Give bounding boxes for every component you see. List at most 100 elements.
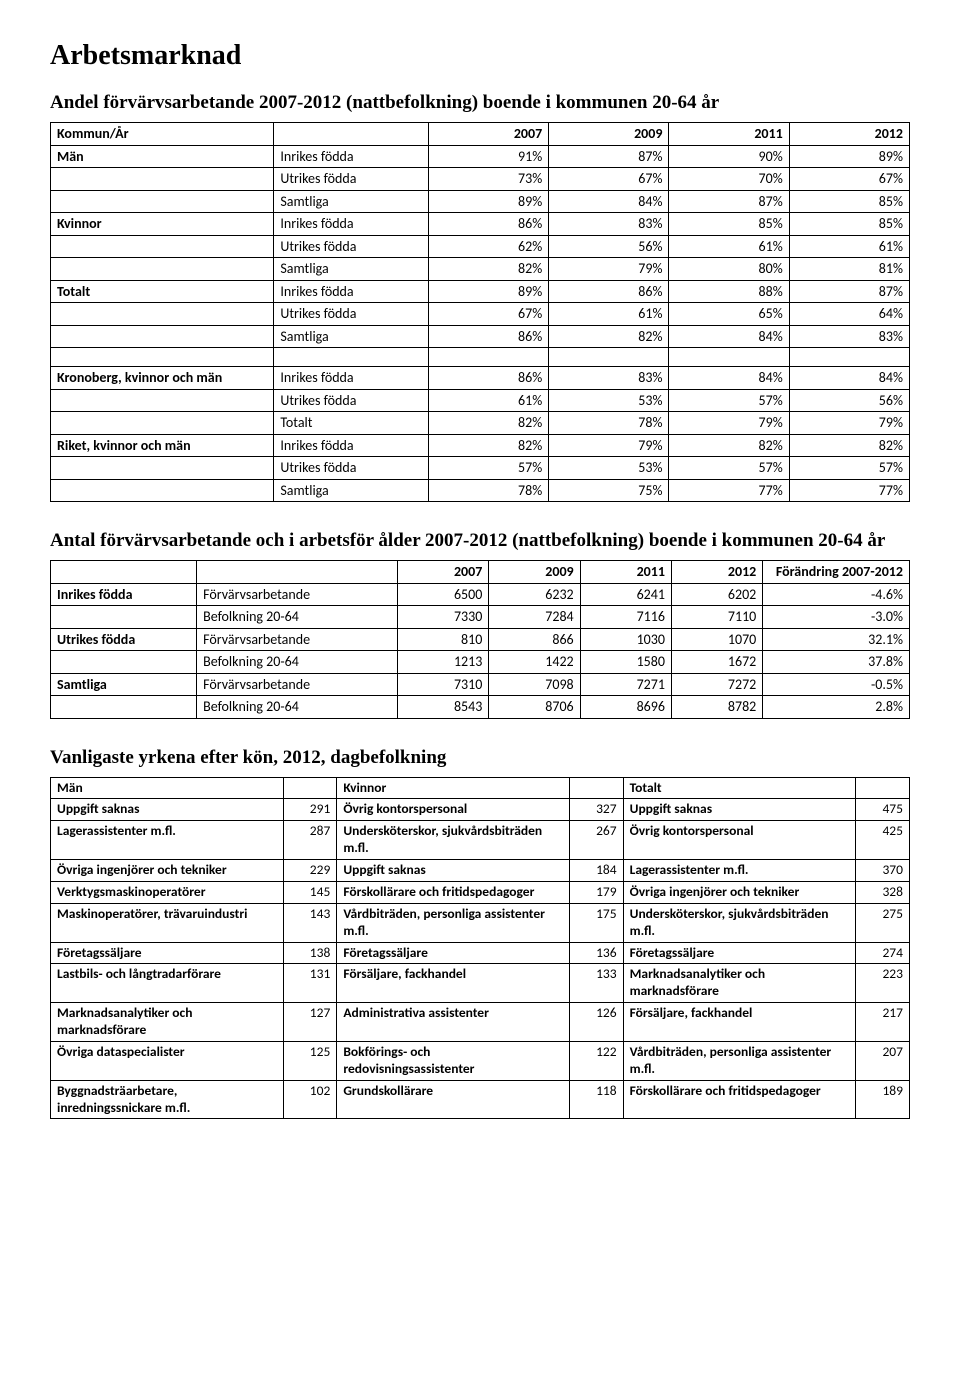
table-cell: 6232 (489, 583, 580, 606)
table-cell: 56% (549, 235, 669, 258)
table-cell: 229 (283, 860, 337, 882)
table-cell: Verktygsmaskinoperatörer (51, 881, 284, 903)
table-row: Kronoberg, kvinnor och mänInrikes födda8… (51, 367, 910, 390)
table-cell: 136 (569, 942, 623, 964)
table-cell: 207 (856, 1041, 910, 1080)
table-cell: 122 (569, 1041, 623, 1080)
table-cell: 179 (569, 881, 623, 903)
table-header-cell: 2011 (580, 561, 671, 584)
table-cell: 77% (789, 479, 909, 502)
table-cell: Övrig kontorspersonal (623, 821, 856, 860)
table-row: Befolkning 20-64121314221580167237.8% (51, 651, 910, 674)
table-cell: 2.8% (763, 696, 910, 719)
table-row: Utrikes födda61%53%57%56% (51, 389, 910, 412)
section-heading-1: Andel förvärvsarbetande 2007-2012 (nattb… (50, 92, 910, 114)
table-cell: 7272 (671, 673, 762, 696)
table-cell: 1422 (489, 651, 580, 674)
table-cell: Inrikes födda (51, 583, 197, 606)
table-cell: 82% (428, 258, 548, 281)
table-cell: 87% (789, 280, 909, 303)
table-cell: Lagerassistenter m.fl. (623, 860, 856, 882)
table-cell: 291 (283, 799, 337, 821)
table-cell: Totalt (274, 412, 429, 435)
table-cell: 82% (428, 434, 548, 457)
table-cell: Lastbils- och långtradarförare (51, 964, 284, 1003)
table-cell: 1030 (580, 628, 671, 651)
table-cell: 328 (856, 881, 910, 903)
table-cell: 91% (428, 145, 548, 168)
table-cell: 75% (549, 479, 669, 502)
table-cell: 53% (549, 389, 669, 412)
table-row: Företagssäljare138Företagssäljare136Före… (51, 942, 910, 964)
table-body: MänInrikes födda91%87%90%89%Utrikes född… (51, 145, 910, 502)
table-row: Samtliga78%75%77%77% (51, 479, 910, 502)
table-cell: Förvärvsarbetande (197, 628, 398, 651)
table-yrken: MänKvinnorTotalt Uppgift saknas291Övrig … (50, 777, 910, 1120)
table-cell: 37.8% (763, 651, 910, 674)
table-cell: 79% (549, 434, 669, 457)
table-cell: 83% (549, 213, 669, 236)
table-cell: 84% (669, 367, 789, 390)
table-cell: 102 (283, 1080, 337, 1119)
table-cell: Byggnadsträarbetare, inredningssnickare … (51, 1080, 284, 1119)
table-cell (51, 479, 274, 502)
table-cell: Företagssäljare (51, 942, 284, 964)
table-header-cell: Förändring 2007-2012 (763, 561, 910, 584)
table-cell: 8706 (489, 696, 580, 719)
table-cell: Kvinnor (51, 213, 274, 236)
table-cell: 88% (669, 280, 789, 303)
table-cell: 810 (398, 628, 489, 651)
table-cell: 79% (669, 412, 789, 435)
table-cell: Uppgift saknas (623, 799, 856, 821)
table-cell (51, 348, 274, 367)
table-cell: Samtliga (274, 190, 429, 213)
table-cell: 127 (283, 1003, 337, 1042)
table-cell: 8782 (671, 696, 762, 719)
table-header-cell (283, 777, 337, 799)
table-cell: Försäljare, fackhandel (337, 964, 570, 1003)
table-row: Utrikes födda73%67%70%67% (51, 168, 910, 191)
table-cell: 84% (789, 367, 909, 390)
table-cell (428, 348, 548, 367)
table-cell: Uppgift saknas (51, 799, 284, 821)
table-cell: Maskinoperatörer, trävaruindustri (51, 903, 284, 942)
table-cell: 85% (789, 190, 909, 213)
table-cell (51, 606, 197, 629)
table-cell: 90% (669, 145, 789, 168)
table-row: Maskinoperatörer, trävaruindustri143Vård… (51, 903, 910, 942)
table-cell: Inrikes födda (274, 434, 429, 457)
table-row: Utrikes födda67%61%65%64% (51, 303, 910, 326)
table-cell: 275 (856, 903, 910, 942)
table-row: Utrikes föddaFörvärvsarbetande8108661030… (51, 628, 910, 651)
table-body: Uppgift saknas291Övrig kontorspersonal32… (51, 799, 910, 1119)
table-cell: 53% (549, 457, 669, 480)
table-cell: 1580 (580, 651, 671, 674)
table-cell: 56% (789, 389, 909, 412)
section-heading-3: Vanligaste yrkena efter kön, 2012, dagbe… (50, 747, 910, 769)
table-cell: 61% (549, 303, 669, 326)
table-header-cell (197, 561, 398, 584)
table-head: MänKvinnorTotalt (51, 777, 910, 799)
table-cell: Förvärvsarbetande (197, 673, 398, 696)
table-row: Befolkning 20-6485438706869687822.8% (51, 696, 910, 719)
table-cell: Förskollärare och fritidspedagoger (623, 1080, 856, 1119)
table-cell: Inrikes födda (274, 145, 429, 168)
table-cell: 70% (669, 168, 789, 191)
table-cell: 87% (669, 190, 789, 213)
table-cell: Företagssäljare (337, 942, 570, 964)
table-row: Övriga ingenjörer och tekniker229Uppgift… (51, 860, 910, 882)
table-cell: 6202 (671, 583, 762, 606)
table-cell: Utrikes födda (51, 628, 197, 651)
table-cell: Inrikes födda (274, 213, 429, 236)
table-row: MänInrikes födda91%87%90%89% (51, 145, 910, 168)
table-header-cell: 2009 (549, 123, 669, 146)
table-cell: Marknadsanalytiker och marknadsförare (51, 1003, 284, 1042)
table-header-cell: 2011 (669, 123, 789, 146)
table-row: Verktygsmaskinoperatörer145Förskollärare… (51, 881, 910, 903)
table-row: Uppgift saknas291Övrig kontorspersonal32… (51, 799, 910, 821)
table-row: Totalt82%78%79%79% (51, 412, 910, 435)
table-cell: 61% (669, 235, 789, 258)
table-header-cell (856, 777, 910, 799)
table-row: Riket, kvinnor och mänInrikes födda82%79… (51, 434, 910, 457)
table-cell: Samtliga (274, 258, 429, 281)
